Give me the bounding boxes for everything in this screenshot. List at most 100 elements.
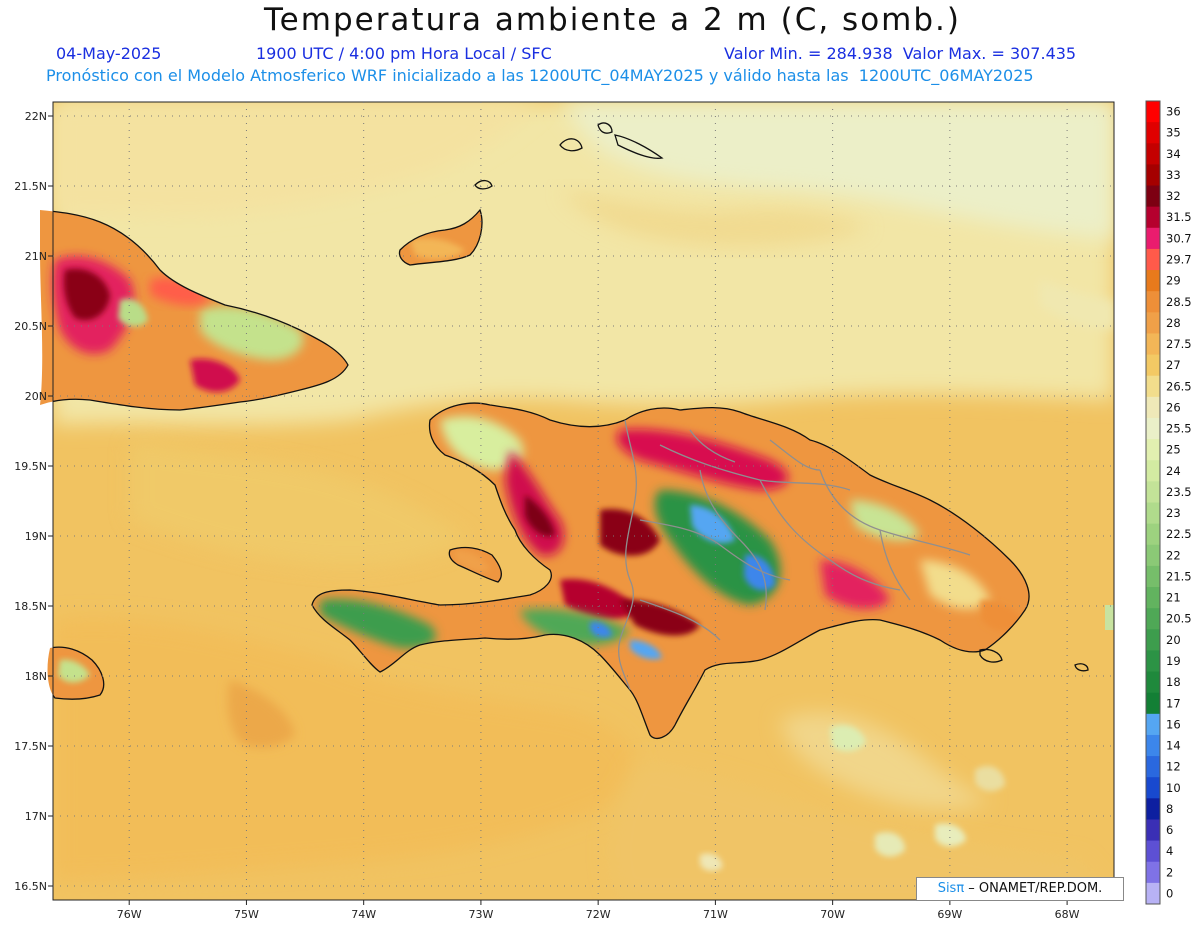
colorbar-swatch	[1146, 481, 1160, 503]
colorbar-label: 19	[1166, 654, 1181, 668]
lat-tick-label: 20.5N	[14, 320, 47, 333]
colorbar-label: 32	[1166, 189, 1181, 203]
temperature-colorbar: 363534333231.530.729.72928.52827.52726.5…	[1145, 100, 1192, 905]
colorbar-swatch	[1146, 523, 1160, 546]
colorbar-label: 35	[1166, 126, 1181, 140]
colorbar-label: 21.5	[1166, 569, 1192, 583]
colorbar-swatch	[1146, 333, 1160, 356]
colorbar-label: 29.7	[1166, 252, 1192, 266]
colorbar-swatch	[1146, 650, 1160, 673]
colorbar-swatch	[1146, 354, 1160, 377]
colorbar-label: 23.5	[1166, 485, 1192, 499]
colorbar-label: 22	[1166, 548, 1181, 562]
colorbar-swatch	[1146, 312, 1160, 334]
colorbar-swatch	[1146, 439, 1160, 461]
colorbar-swatch	[1146, 227, 1160, 250]
lat-tick-label: 17N	[25, 810, 47, 823]
colorbar-label: 33	[1166, 168, 1181, 182]
lat-tick-label: 17.5N	[14, 740, 47, 753]
colorbar-label: 28.5	[1166, 295, 1192, 309]
colorbar-swatch	[1146, 417, 1160, 440]
colorbar-swatch	[1146, 185, 1160, 208]
colorbar-label: 22.5	[1166, 527, 1192, 541]
lat-tick-label: 16.5N	[14, 880, 47, 893]
lat-tick-label: 18.5N	[14, 600, 47, 613]
colorbar-label: 30.7	[1166, 231, 1192, 245]
latitude-axis: 22N 21.5N 21N 20.5N 20N 19.5N 19N 18.5N 18N 17.5N…	[14, 110, 53, 893]
colorbar-swatch	[1146, 544, 1160, 567]
colorbar-swatch	[1146, 502, 1160, 525]
colorbar-swatch	[1146, 270, 1160, 292]
colorbar-label: 25.5	[1166, 422, 1192, 436]
colorbar-swatch	[1146, 798, 1160, 820]
colorbar-label: 17	[1166, 696, 1181, 710]
colorbar-label: 25	[1166, 443, 1181, 457]
value-range: Valor Min. = 284.938 Valor Max. = 307.43…	[724, 44, 1077, 63]
colorbar-label: 26	[1166, 400, 1181, 414]
colorbar-swatch	[1146, 734, 1160, 757]
colorbar-swatch	[1146, 861, 1160, 884]
colorbar-swatch	[1146, 460, 1160, 482]
colorbar-label: 14	[1166, 739, 1181, 753]
lon-tick-label: 74W	[351, 908, 376, 921]
lon-tick-label: 75W	[234, 908, 259, 921]
colorbar-swatch	[1146, 291, 1160, 313]
lat-tick-label: 20N	[25, 390, 47, 403]
valid-time: 1900 UTC / 4:00 pm Hora Local / SFC	[256, 44, 552, 63]
colorbar-label: 18	[1166, 675, 1181, 689]
sispi-logo-text: Sisπ	[937, 881, 965, 896]
colorbar-swatch	[1146, 396, 1160, 419]
colorbar-swatch	[1146, 375, 1160, 398]
valid-date: 04-May-2025	[56, 44, 162, 63]
colorbar-swatch	[1146, 756, 1160, 778]
lat-tick-label: 18N	[25, 670, 47, 683]
lat-lon-gridlines	[53, 102, 1114, 900]
colorbar-label: 28	[1166, 316, 1181, 330]
forecast-info: Pronóstico con el Modelo Atmosferico WRF…	[46, 66, 1034, 85]
lat-tick-label: 19N	[25, 530, 47, 543]
colorbar-label: 20.5	[1166, 612, 1192, 626]
colorbar-swatch	[1146, 713, 1160, 736]
colorbar-label: 6	[1166, 823, 1173, 837]
colorbar-frame	[1145, 100, 1161, 905]
lat-tick-label: 21.5N	[14, 180, 47, 193]
colorbar-swatch	[1146, 101, 1160, 123]
map-title: Temperatura ambiente a 2 m (C, somb.)	[264, 2, 961, 38]
lat-tick-label: 22N	[25, 110, 47, 123]
lon-tick-label: 73W	[468, 908, 493, 921]
colorbar-label: 36	[1166, 105, 1181, 119]
colorbar-label: 2	[1166, 865, 1173, 879]
colorbar-swatch	[1146, 692, 1160, 715]
colorbar-label: 0	[1166, 886, 1173, 900]
lon-tick-label: 76W	[117, 908, 142, 921]
colorbar-label: 26.5	[1166, 379, 1192, 393]
colorbar-label: 29	[1166, 274, 1181, 288]
colorbar-label: 12	[1166, 760, 1181, 774]
colorbar-label: 8	[1166, 802, 1173, 816]
lon-tick-label: 69W	[937, 908, 962, 921]
lon-tick-label: 68W	[1055, 908, 1080, 921]
colorbar-swatch	[1146, 122, 1160, 144]
longitude-axis: 76W 75W 74W 73W 72W 71W 70W 69W 68W	[117, 900, 1080, 921]
colorbar-label: 21	[1166, 591, 1181, 605]
colorbar-swatch	[1146, 882, 1160, 905]
lon-tick-label: 72W	[586, 908, 611, 921]
lat-tick-label: 19.5N	[14, 460, 47, 473]
colorbar-swatch	[1146, 565, 1160, 588]
colorbar-swatch	[1146, 777, 1160, 799]
colorbar-swatch	[1146, 587, 1160, 609]
colorbar-label: 34	[1166, 147, 1181, 161]
colorbar-label: 16	[1166, 717, 1181, 731]
colorbar-label: 23	[1166, 506, 1181, 520]
colorbar-swatch	[1146, 608, 1160, 630]
credit-box: Sisπ – ONAMET/REP.DOM.	[916, 877, 1124, 901]
colorbar-swatch	[1146, 206, 1160, 229]
colorbar-swatch	[1146, 629, 1160, 651]
colorbar-label: 27	[1166, 358, 1181, 372]
colorbar-swatch	[1146, 671, 1160, 694]
colorbar-swatch	[1146, 840, 1160, 863]
colorbar-swatch	[1146, 164, 1160, 187]
lon-tick-label: 70W	[820, 908, 845, 921]
colorbar-swatch	[1146, 819, 1160, 842]
colorbar-swatch	[1146, 143, 1160, 165]
